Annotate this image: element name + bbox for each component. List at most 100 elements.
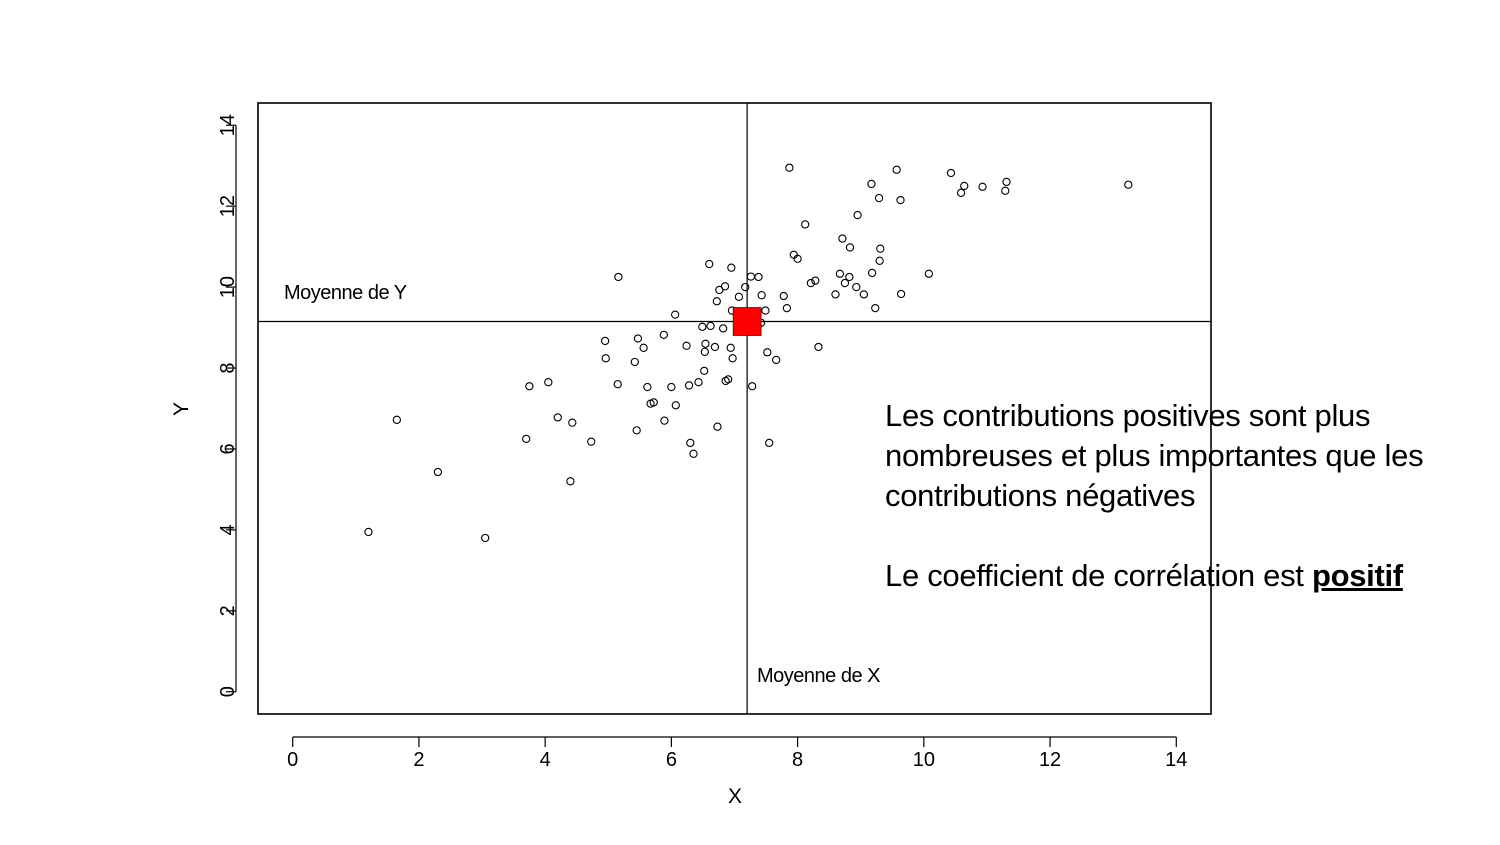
data-point [686,438,695,448]
y-tick-label: 2 [217,605,239,616]
data-point [630,357,639,367]
comment-line-2: nombreuses et plus importantes que les [885,438,1424,473]
data-point [838,234,847,243]
data-point [924,269,934,278]
data-point [632,426,641,435]
data-point [522,434,531,443]
data-point [811,276,820,285]
conclusion-emphasis: positif [1311,558,1403,593]
data-point [701,339,710,348]
data-point [553,413,562,422]
data-point [671,310,680,319]
data-point [392,415,401,424]
x-tick-label: 2 [413,749,424,771]
data-point [727,263,736,272]
data-point [831,290,840,299]
data-point [660,416,669,425]
data-point [785,163,794,172]
x-tick-label: 8 [792,749,803,771]
data-point [649,398,658,407]
data-point [659,330,668,340]
x-tick-label: 10 [913,749,935,771]
y-tick-label: 12 [217,195,239,217]
data-point [724,375,733,384]
data-point [694,378,703,387]
data-point [874,193,884,203]
x-axis-title: X [728,785,742,808]
data-point [639,343,648,352]
y-tick-label: 0 [217,686,239,697]
data-point [712,297,721,306]
comment-spacer [885,516,1495,556]
data-point [544,378,553,387]
data-point [892,165,901,174]
data-point [706,321,715,331]
comment-line-3: contributions négatives [885,478,1196,513]
data-point [525,382,534,391]
mean-x-label: Moyenne de X [757,665,880,687]
data-point [698,322,707,331]
data-point [718,324,728,333]
data-point [720,282,730,291]
data-point [845,272,854,282]
x-tick-label: 14 [1165,749,1187,771]
conclusion-prefix: Le coefficient de corrélation est [885,558,1312,593]
data-point [705,259,714,269]
x-tick-label: 4 [540,749,551,771]
data-point [689,449,698,458]
x-tick-label: 0 [287,749,298,771]
plot-frame [257,102,1212,715]
data-point [960,181,969,191]
data-point [876,244,885,253]
data-point [840,278,850,288]
x-tick-label: 6 [666,749,677,771]
data-point [713,422,722,431]
data-point [875,256,884,265]
data-point [715,285,724,295]
comment-conclusion: Le coefficient de corrélation est positi… [885,556,1495,596]
data-point [684,381,694,390]
data-point [978,182,987,191]
data-point [871,304,880,313]
mean-y-label: Moyenne de Y [284,282,407,304]
data-point [671,401,680,410]
data-point [364,527,373,537]
y-tick-label: 14 [217,114,239,136]
data-point [613,380,622,389]
data-point [835,269,845,278]
y-axis-title: Y [170,402,193,416]
data-point [566,477,575,486]
data-point [859,290,869,299]
data-point [710,342,720,352]
data-point [757,291,766,300]
data-point [852,282,861,292]
data-point [633,334,643,343]
y-tick-label: 8 [217,362,239,373]
data-point [754,272,763,282]
data-point [1002,177,1011,187]
data-point [1001,186,1010,195]
data-point [956,188,966,197]
data-point [896,195,905,205]
data-point [896,289,906,299]
data-point [793,254,802,263]
data-point [772,355,781,365]
data-point [601,354,610,363]
y-tick-label: 6 [217,443,239,454]
data-point [763,348,772,357]
data-point [741,282,750,292]
comment-box: Les contributions positives sont plus no… [885,396,1495,596]
data-point [867,268,877,278]
axes: 0 2 4 6 8 10 12 14 0 2 4 6 8 10 12 14 [217,114,1187,771]
data-point [845,243,855,252]
x-tick-label: 12 [1039,749,1061,771]
data-point [568,418,577,427]
data-point [587,437,596,446]
y-tick-label: 4 [217,524,239,535]
data-point [643,382,652,392]
data-point [667,382,676,392]
data-point [746,272,756,281]
data-point [734,292,744,301]
data-point [748,382,757,391]
